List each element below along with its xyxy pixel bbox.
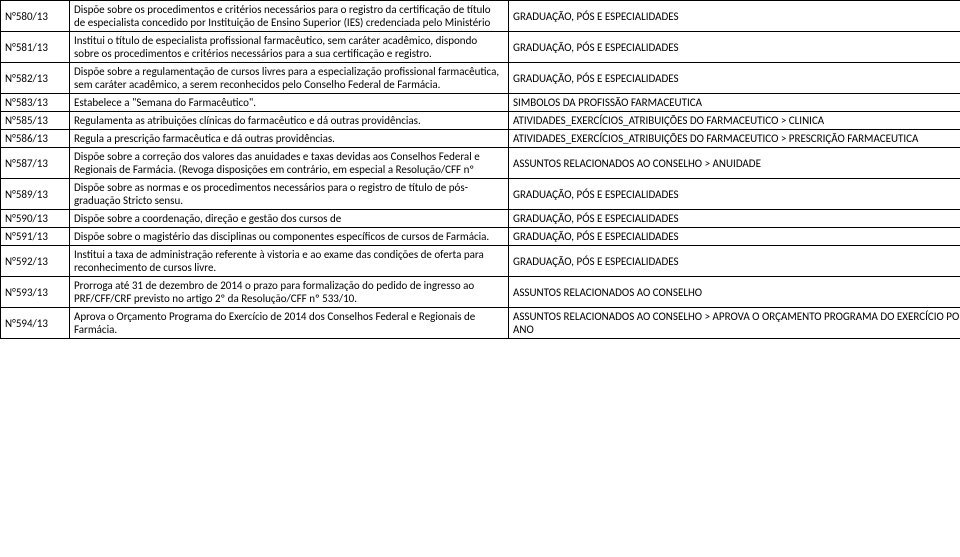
cell-desc: Estabelece a "Semana do Farmacêutico".	[70, 94, 509, 112]
cell-code: N°580/13	[1, 1, 70, 32]
cell-code: N°586/13	[1, 130, 70, 148]
cell-code: N°593/13	[1, 277, 70, 308]
cell-cat: ASSUNTOS RELACIONADOS AO CONSELHO > ANUI…	[509, 148, 960, 179]
cell-code: N°589/13	[1, 179, 70, 210]
table-row: N°585/13 Regulamenta as atribuições clín…	[1, 112, 960, 130]
cell-cat: ASSUNTOS RELACIONADOS AO CONSELHO	[509, 277, 960, 308]
cell-code: N°582/13	[1, 63, 70, 94]
table-row: N°593/13 Prorroga até 31 de dezembro de …	[1, 277, 960, 308]
cell-code: N°591/13	[1, 228, 70, 246]
table-row: N°583/13 Estabelece a "Semana do Farmacê…	[1, 94, 960, 112]
table-row: N°591/13 Dispõe sobre o magistério das d…	[1, 228, 960, 246]
cell-desc: Dispõe sobre o magistério das disciplina…	[70, 228, 509, 246]
cell-cat: GRADUAÇÃO, PÓS E ESPECIALIDADES	[509, 246, 960, 277]
cell-desc: Aprova o Orçamento Programa do Exercício…	[70, 308, 509, 339]
cell-cat: ATIVIDADES_EXERCÍCIOS_ATRIBUIÇÕES DO FAR…	[509, 130, 960, 148]
cell-desc: Dispõe sobre as normas e os procedimento…	[70, 179, 509, 210]
cell-cat: ASSUNTOS RELACIONADOS AO CONSELHO > APRO…	[509, 308, 960, 339]
cell-cat: GRADUAÇÃO, PÓS E ESPECIALIDADES	[509, 210, 960, 228]
cell-desc: Dispõe sobre os procedimentos e critério…	[70, 1, 509, 32]
cell-desc: Regula a prescrição farmacêutica e dá ou…	[70, 130, 509, 148]
cell-desc: Prorroga até 31 de dezembro de 2014 o pr…	[70, 277, 509, 308]
table-row: N°581/13 Institui o título de especialis…	[1, 32, 960, 63]
table-row: N°594/13 Aprova o Orçamento Programa do …	[1, 308, 960, 339]
cell-code: N°590/13	[1, 210, 70, 228]
cell-cat: GRADUAÇÃO, PÓS E ESPECIALIDADES	[509, 228, 960, 246]
cell-code: N°587/13	[1, 148, 70, 179]
cell-cat: GRADUAÇÃO, PÓS E ESPECIALIDADES	[509, 179, 960, 210]
cell-desc: Institui a taxa de administração referen…	[70, 246, 509, 277]
cell-desc: Dispõe sobre a correção dos valores das …	[70, 148, 509, 179]
table-row: N°592/13 Institui a taxa de administraçã…	[1, 246, 960, 277]
table-row: N°580/13 Dispõe sobre os procedimentos e…	[1, 1, 960, 32]
cell-cat: GRADUAÇÃO, PÓS E ESPECIALIDADES	[509, 1, 960, 32]
cell-cat: GRADUAÇÃO, PÓS E ESPECIALIDADES	[509, 32, 960, 63]
table-row: N°590/13 Dispõe sobre a coordenação, dir…	[1, 210, 960, 228]
cell-desc: Regulamenta as atribuições clínicas do f…	[70, 112, 509, 130]
cell-cat: SIMBOLOS DA PROFISSÃO FARMACEUTICA	[509, 94, 960, 112]
cell-code: N°592/13	[1, 246, 70, 277]
table-row: N°589/13 Dispõe sobre as normas e os pro…	[1, 179, 960, 210]
cell-desc: Dispõe sobre a regulamentação de cursos …	[70, 63, 509, 94]
cell-code: N°594/13	[1, 308, 70, 339]
table-body: N°580/13 Dispõe sobre os procedimentos e…	[1, 1, 960, 339]
cell-code: N°585/13	[1, 112, 70, 130]
cell-cat: ATIVIDADES_EXERCÍCIOS_ATRIBUIÇÕES DO FAR…	[509, 112, 960, 130]
cell-code: N°581/13	[1, 32, 70, 63]
table-row: N°582/13 Dispõe sobre a regulamentação d…	[1, 63, 960, 94]
cell-desc: Dispõe sobre a coordenação, direção e ge…	[70, 210, 509, 228]
cell-code: N°583/13	[1, 94, 70, 112]
regulation-table: N°580/13 Dispõe sobre os procedimentos e…	[0, 0, 960, 339]
cell-desc: Institui o título de especialista profis…	[70, 32, 509, 63]
cell-cat: GRADUAÇÃO, PÓS E ESPECIALIDADES	[509, 63, 960, 94]
table-row: N°586/13 Regula a prescrição farmacêutic…	[1, 130, 960, 148]
table-row: N°587/13 Dispõe sobre a correção dos val…	[1, 148, 960, 179]
